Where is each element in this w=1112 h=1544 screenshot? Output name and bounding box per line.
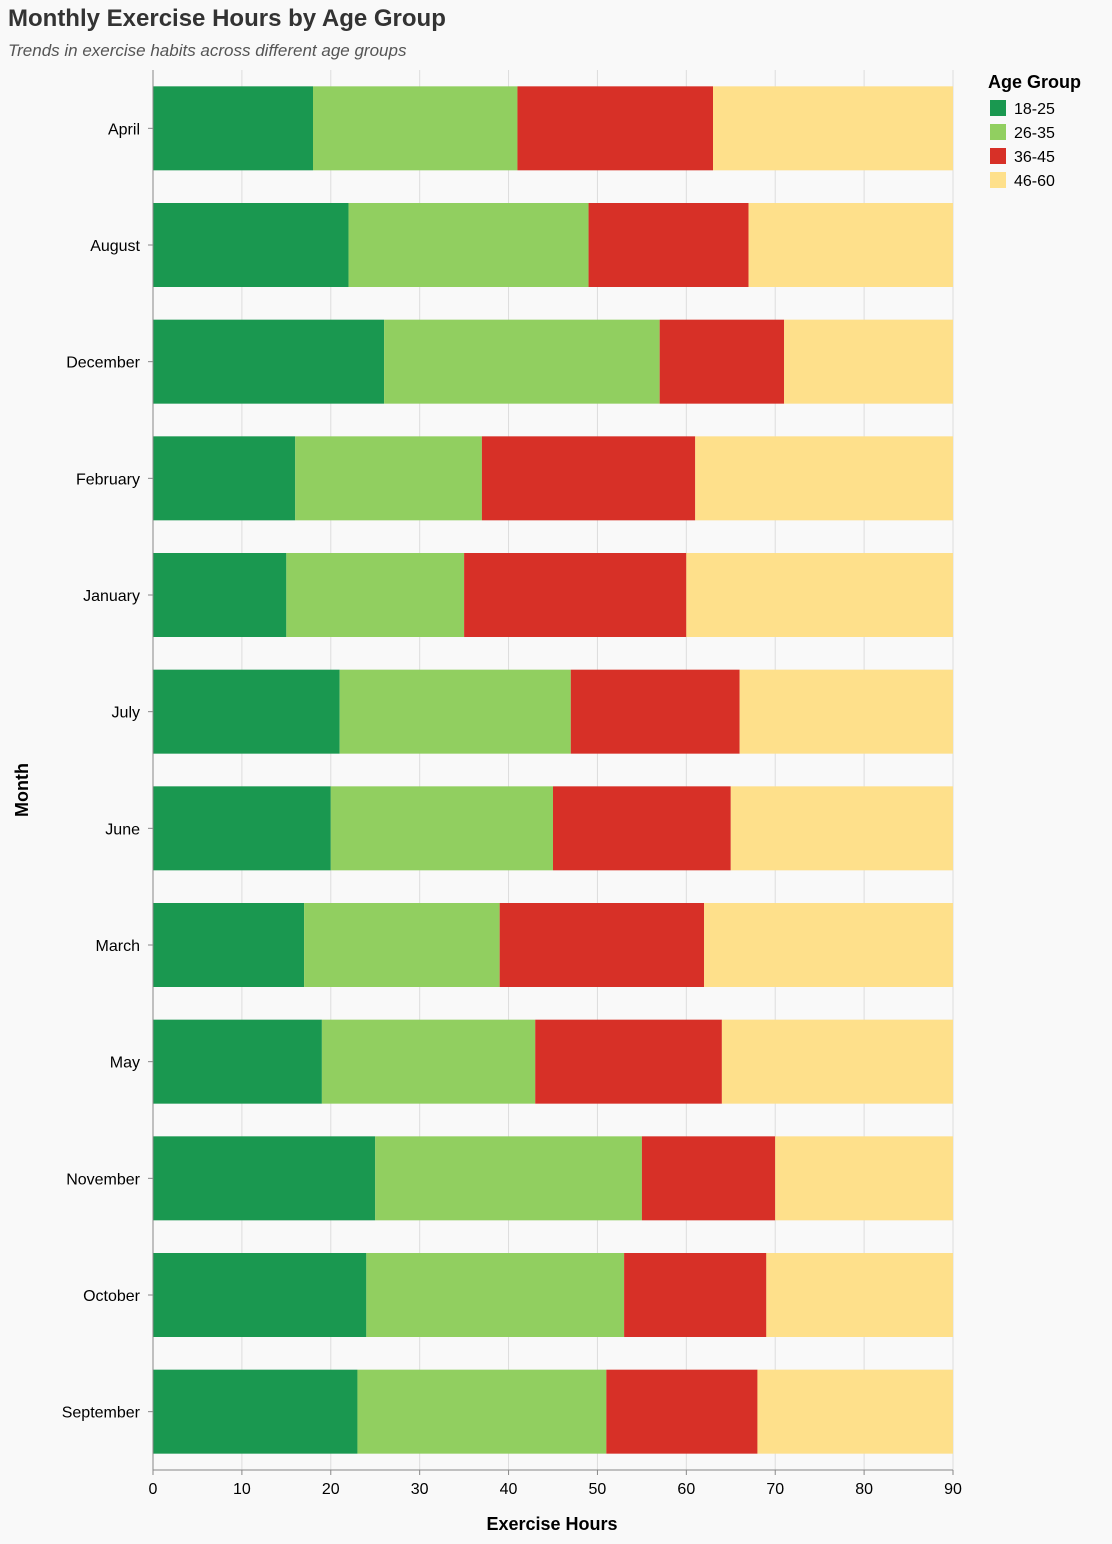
x-tick-label: 60 [677,1481,695,1498]
y-tick-label: April [108,121,140,138]
legend-swatch [990,172,1006,188]
bar-february-36-45 [481,436,696,521]
x-tick-label: 70 [766,1481,784,1498]
legend-title: Age Group [988,72,1081,92]
x-tick-label: 50 [589,1481,607,1498]
bar-december-46-60 [784,319,953,404]
x-tick-label: 30 [411,1481,429,1498]
bar-april-18-25 [153,86,313,171]
bar-december-18-25 [153,319,385,404]
bar-september-18-25 [153,1369,358,1454]
bar-november-36-45 [641,1136,776,1221]
chart-title: Monthly Exercise Hours by Age Group [8,5,446,32]
bar-december-36-45 [659,319,785,404]
bar-july-36-45 [570,669,740,754]
bar-july-26-35 [339,669,571,754]
y-tick-label: January [83,588,140,605]
bar-january-26-35 [286,553,465,637]
chart-subtitle: Trends in exercise habits across differe… [8,41,407,60]
bar-marks [153,86,953,1454]
x-tick-label: 40 [500,1481,518,1498]
bar-may-18-25 [153,1019,322,1104]
bar-july-46-60 [739,669,953,754]
y-axis-title: Month [12,763,32,817]
bar-august-36-45 [588,203,749,287]
y-tick-label: September [62,1405,141,1422]
legend-swatch [990,100,1006,116]
legend: Age Group 18-25 26-35 36-45 46-60 [988,72,1081,190]
y-tick-label: November [66,1171,140,1188]
bar-september-36-45 [606,1369,758,1454]
bar-january-46-60 [686,553,953,637]
bar-august-26-35 [348,203,589,287]
bar-september-26-35 [357,1369,607,1454]
bar-january-18-25 [153,553,287,637]
bar-august-18-25 [153,203,349,287]
bar-january-36-45 [464,553,687,637]
bar-june-36-45 [553,786,731,871]
bar-november-46-60 [775,1136,953,1221]
bar-june-46-60 [730,786,953,871]
legend-label: 36-45 [1014,149,1055,166]
bar-may-26-35 [321,1019,536,1104]
bar-march-46-60 [704,903,953,987]
y-tick-label: June [105,821,140,838]
legend-label: 46-60 [1014,173,1055,190]
bar-october-46-60 [766,1253,953,1337]
x-tick-label: 90 [944,1481,962,1498]
bar-april-36-45 [517,86,713,171]
bar-february-18-25 [153,436,296,521]
y-tick-label: May [110,1055,140,1072]
bar-may-46-60 [721,1019,953,1104]
axes: April August December February January July Ju… [62,70,962,1498]
bar-june-18-25 [153,786,331,871]
y-tick-label: October [83,1288,141,1305]
legend-label: 18-25 [1014,101,1055,118]
bar-september-46-60 [757,1369,953,1454]
x-axis-title: Exercise Hours [486,1514,617,1534]
x-tick-label: 0 [149,1481,158,1498]
bar-august-46-60 [748,203,953,287]
bar-february-26-35 [295,436,482,521]
legend-swatch [990,148,1006,164]
legend-label: 26-35 [1014,125,1055,142]
bar-october-18-25 [153,1253,367,1337]
bar-november-18-25 [153,1136,376,1221]
bar-march-26-35 [304,903,500,987]
y-tick-label: February [76,471,140,488]
bar-april-46-60 [713,86,953,171]
y-tick-label: July [112,705,140,722]
bar-april-26-35 [313,86,518,171]
x-tick-label: 10 [233,1481,251,1498]
bar-march-18-25 [153,903,305,987]
legend-swatch [990,124,1006,140]
bar-march-36-45 [499,903,705,987]
bar-october-36-45 [624,1253,767,1337]
bar-february-46-60 [695,436,953,521]
x-tick-label: 20 [322,1481,340,1498]
y-tick-label: March [96,938,140,955]
bar-june-26-35 [330,786,553,871]
y-tick-label: December [66,355,140,372]
x-tick-label: 80 [855,1481,873,1498]
y-tick-label: August [90,238,140,255]
bar-may-36-45 [535,1019,722,1104]
bar-december-26-35 [384,319,660,404]
bar-july-18-25 [153,669,340,754]
bar-october-26-35 [366,1253,625,1337]
bar-november-26-35 [375,1136,642,1221]
